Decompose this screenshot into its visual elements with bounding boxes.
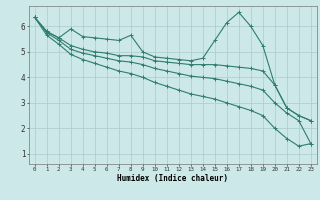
X-axis label: Humidex (Indice chaleur): Humidex (Indice chaleur) [117,174,228,183]
